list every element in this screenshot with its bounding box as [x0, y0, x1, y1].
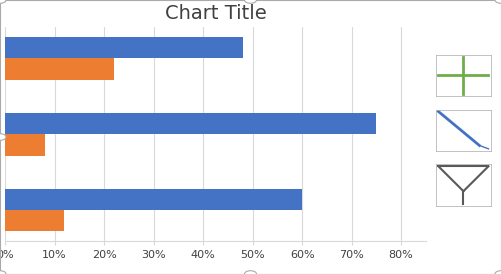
Bar	[5, 210, 65, 232]
Bar	[5, 58, 114, 80]
Bar	[5, 189, 302, 210]
Bar	[5, 134, 45, 156]
Title: Chart Title: Chart Title	[164, 4, 267, 23]
Bar	[5, 113, 376, 134]
Bar	[5, 37, 242, 58]
